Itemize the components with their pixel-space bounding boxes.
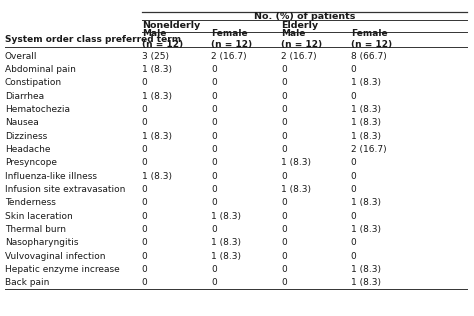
Text: 0: 0 [281, 132, 287, 141]
Text: 0: 0 [351, 92, 356, 101]
Text: 0: 0 [281, 212, 287, 221]
Text: 0: 0 [281, 198, 287, 207]
Text: 8 (66.7): 8 (66.7) [351, 52, 387, 61]
Text: Abdominal pain: Abdominal pain [5, 65, 76, 74]
Text: No. (%) of patients: No. (%) of patients [254, 11, 355, 21]
Text: 1 (8.3): 1 (8.3) [351, 78, 381, 88]
Text: 1 (8.3): 1 (8.3) [351, 225, 381, 234]
Text: 1 (8.3): 1 (8.3) [351, 118, 381, 127]
Text: 0: 0 [142, 185, 147, 194]
Text: 0: 0 [211, 172, 217, 181]
Text: Thermal burn: Thermal burn [5, 225, 66, 234]
Text: 0: 0 [142, 198, 147, 207]
Text: 0: 0 [211, 132, 217, 141]
Text: 0: 0 [211, 225, 217, 234]
Text: 0: 0 [142, 158, 147, 167]
Text: 0: 0 [281, 145, 287, 154]
Text: 1 (8.3): 1 (8.3) [351, 198, 381, 207]
Text: Male
(n = 12): Male (n = 12) [142, 29, 183, 49]
Text: 1 (8.3): 1 (8.3) [211, 212, 241, 221]
Text: 0: 0 [211, 78, 217, 88]
Text: 0: 0 [142, 252, 147, 260]
Text: 0: 0 [211, 105, 217, 114]
Text: Dizziness: Dizziness [5, 132, 47, 141]
Text: Back pain: Back pain [5, 278, 49, 287]
Text: Vulvovaginal infection: Vulvovaginal infection [5, 252, 105, 260]
Text: 0: 0 [211, 158, 217, 167]
Text: 0: 0 [142, 118, 147, 127]
Text: Elderly: Elderly [281, 21, 318, 30]
Text: 1 (8.3): 1 (8.3) [351, 132, 381, 141]
Text: Overall: Overall [5, 52, 37, 61]
Text: Nonelderly: Nonelderly [142, 21, 200, 30]
Text: 0: 0 [211, 92, 217, 101]
Text: Tenderness: Tenderness [5, 198, 55, 207]
Text: 0: 0 [351, 65, 356, 74]
Text: 0: 0 [351, 212, 356, 221]
Text: 0: 0 [351, 158, 356, 167]
Text: 0: 0 [281, 238, 287, 247]
Text: 0: 0 [281, 225, 287, 234]
Text: Male
(n = 12): Male (n = 12) [281, 29, 322, 49]
Text: 1 (8.3): 1 (8.3) [211, 238, 241, 247]
Text: 0: 0 [351, 252, 356, 260]
Text: Nausea: Nausea [5, 118, 38, 127]
Text: Skin laceration: Skin laceration [5, 212, 73, 221]
Text: 0: 0 [142, 212, 147, 221]
Text: 0: 0 [281, 65, 287, 74]
Text: 0: 0 [211, 118, 217, 127]
Text: Presyncope: Presyncope [5, 158, 57, 167]
Text: Headache: Headache [5, 145, 50, 154]
Text: 0: 0 [281, 92, 287, 101]
Text: 0: 0 [281, 278, 287, 287]
Text: 0: 0 [211, 265, 217, 274]
Text: 1 (8.3): 1 (8.3) [142, 65, 172, 74]
Text: 1 (8.3): 1 (8.3) [351, 265, 381, 274]
Text: 1 (8.3): 1 (8.3) [211, 252, 241, 260]
Text: 0: 0 [281, 265, 287, 274]
Text: 0: 0 [211, 145, 217, 154]
Text: 1 (8.3): 1 (8.3) [142, 172, 172, 181]
Text: Female
(n = 12): Female (n = 12) [351, 29, 392, 49]
Text: System order class preferred term: System order class preferred term [5, 34, 181, 44]
Text: 0: 0 [211, 65, 217, 74]
Text: 1 (8.3): 1 (8.3) [351, 105, 381, 114]
Text: 0: 0 [142, 105, 147, 114]
Text: Diarrhea: Diarrhea [5, 92, 44, 101]
Text: 1 (8.3): 1 (8.3) [281, 158, 311, 167]
Text: 0: 0 [281, 78, 287, 88]
Text: Influenza-like illness: Influenza-like illness [5, 172, 97, 181]
Text: 1 (8.3): 1 (8.3) [142, 132, 172, 141]
Text: Hematochezia: Hematochezia [5, 105, 70, 114]
Text: 0: 0 [142, 265, 147, 274]
Text: 0: 0 [142, 78, 147, 88]
Text: Constipation: Constipation [5, 78, 62, 88]
Text: 2 (16.7): 2 (16.7) [211, 52, 247, 61]
Text: 0: 0 [281, 252, 287, 260]
Text: 0: 0 [281, 105, 287, 114]
Text: 0: 0 [211, 278, 217, 287]
Text: 0: 0 [142, 278, 147, 287]
Text: 2 (16.7): 2 (16.7) [281, 52, 317, 61]
Text: Female
(n = 12): Female (n = 12) [211, 29, 253, 49]
Text: 0: 0 [351, 238, 356, 247]
Text: 0: 0 [142, 145, 147, 154]
Text: Nasopharyngitis: Nasopharyngitis [5, 238, 78, 247]
Text: Hepatic enzyme increase: Hepatic enzyme increase [5, 265, 119, 274]
Text: 0: 0 [211, 185, 217, 194]
Text: Infusion site extravasation: Infusion site extravasation [5, 185, 125, 194]
Text: 0: 0 [211, 198, 217, 207]
Text: 2 (16.7): 2 (16.7) [351, 145, 386, 154]
Text: 3 (25): 3 (25) [142, 52, 169, 61]
Text: 0: 0 [142, 225, 147, 234]
Text: 1 (8.3): 1 (8.3) [142, 92, 172, 101]
Text: 0: 0 [351, 185, 356, 194]
Text: 1 (8.3): 1 (8.3) [351, 278, 381, 287]
Text: 0: 0 [281, 172, 287, 181]
Text: 0: 0 [281, 118, 287, 127]
Text: 1 (8.3): 1 (8.3) [281, 185, 311, 194]
Text: 0: 0 [142, 238, 147, 247]
Text: 0: 0 [351, 172, 356, 181]
